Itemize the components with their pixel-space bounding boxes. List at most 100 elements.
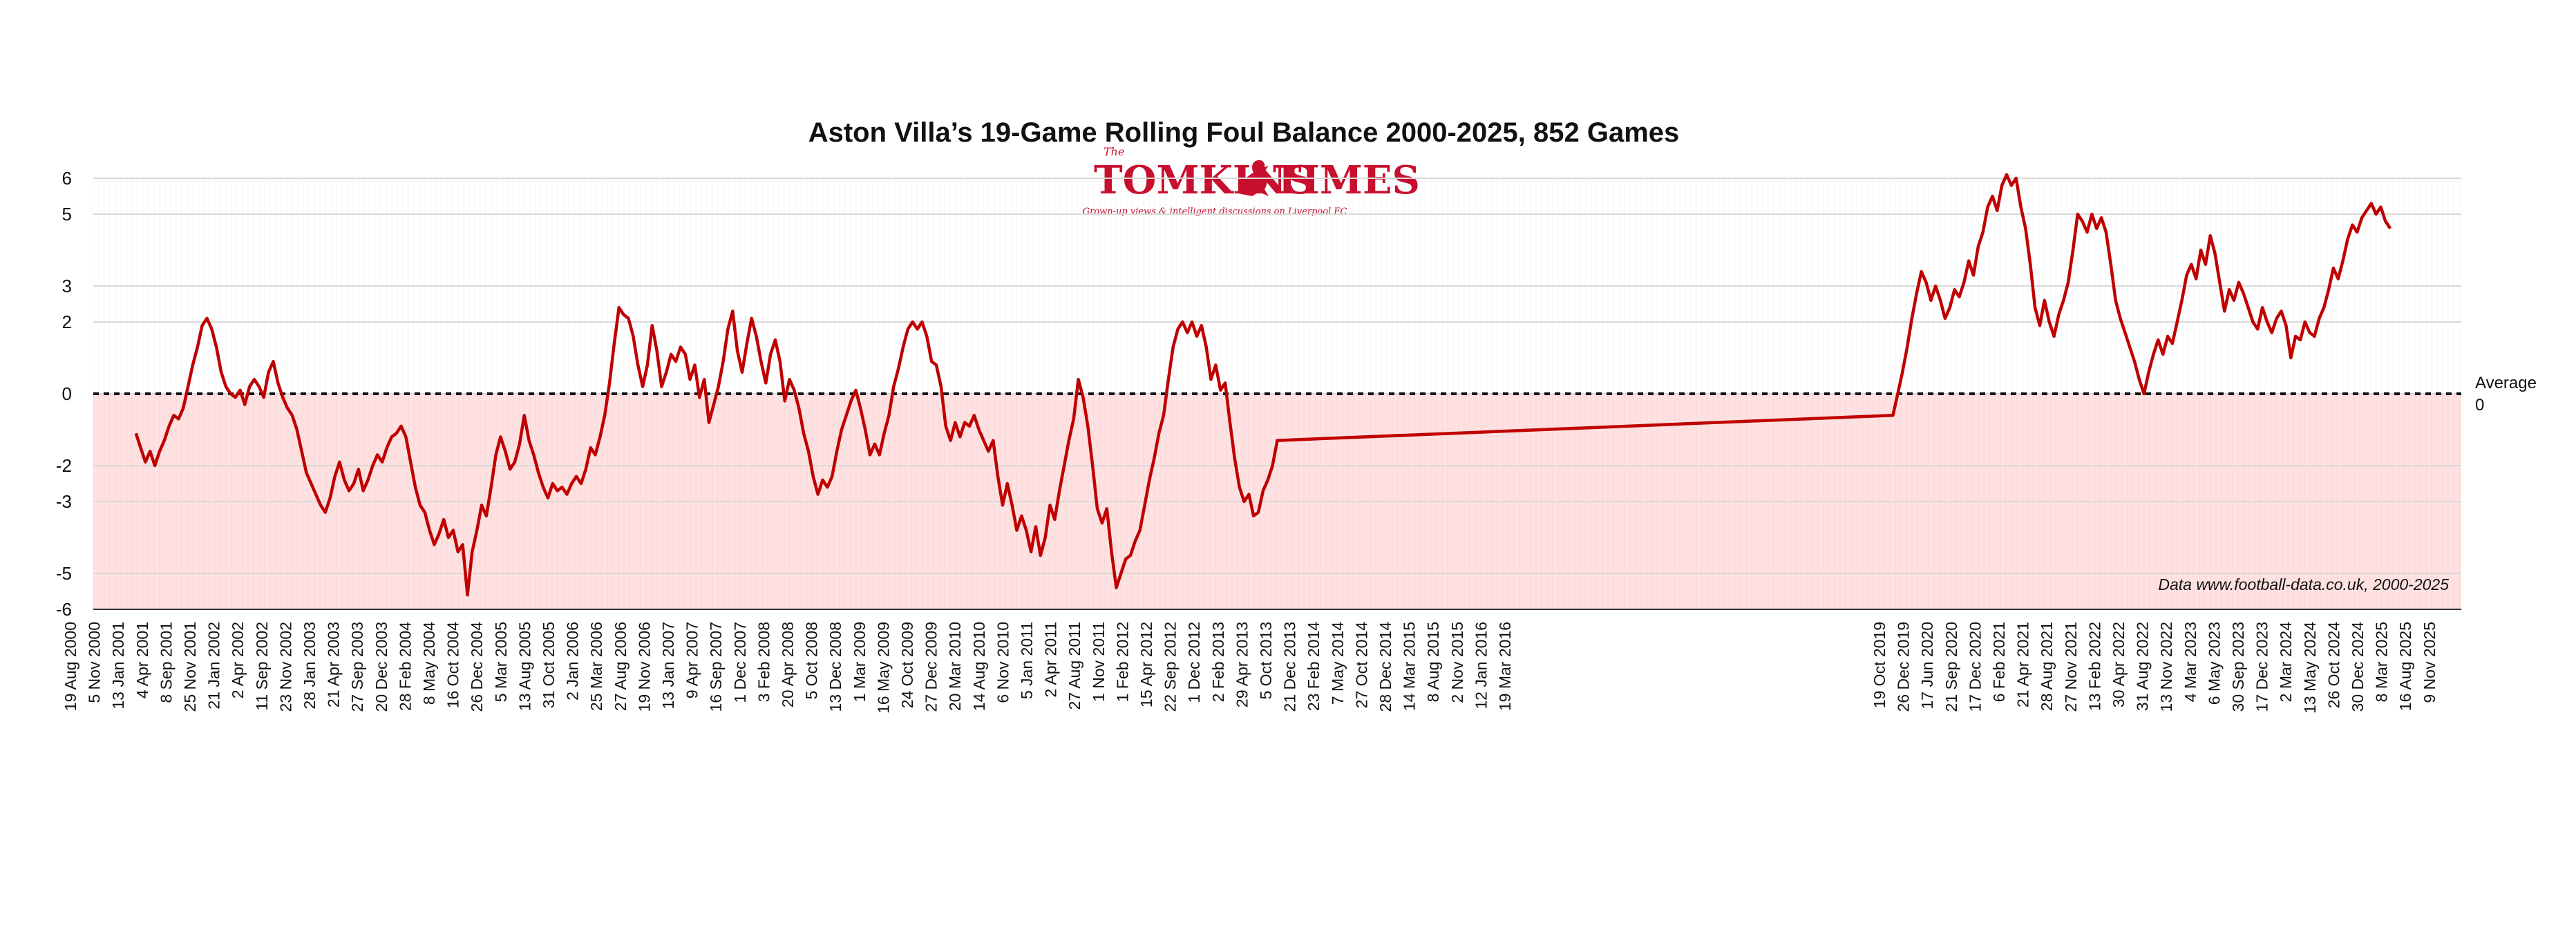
- x-tick-label: 1 Feb 2012: [1113, 622, 1131, 702]
- x-tick-label: 5 Oct 2013: [1257, 622, 1275, 700]
- x-tick-label: 6 May 2023: [2205, 622, 2223, 705]
- series-line-foul-balance: [134, 173, 2392, 597]
- x-tick-label: 29 Apr 2013: [1233, 622, 1251, 707]
- x-tick-label: 13 Jan 2001: [109, 622, 127, 709]
- x-tick-label: 15 Apr 2012: [1137, 622, 1155, 707]
- x-tick-label: 2 Mar 2024: [2277, 622, 2295, 703]
- x-tick-label: 20 Apr 2008: [779, 622, 797, 707]
- x-tick-label: 14 Aug 2010: [970, 622, 988, 711]
- x-tick-label: 13 May 2024: [2301, 622, 2319, 714]
- x-tick-label: 7 May 2014: [1329, 622, 1347, 705]
- x-tick-label: 2 Feb 2013: [1209, 622, 1227, 702]
- x-tick-label: 16 May 2009: [874, 622, 892, 714]
- x-axis-tick-labels: 19 Aug 2000 5 Nov 2000 13 Jan 2001 4 Apr 20…: [61, 622, 2438, 714]
- x-tick-label: 20 Dec 2003: [372, 622, 390, 712]
- logo-times-text: TIMES: [1273, 158, 1420, 203]
- x-tick-label: 26 Dec 2004: [468, 622, 486, 712]
- x-tick-label: 6 Nov 2010: [994, 622, 1012, 703]
- x-tick-label: 13 Feb 2022: [2085, 622, 2103, 711]
- x-tick-label: 27 Sep 2003: [348, 622, 366, 712]
- x-tick-label: 26 Dec 2019: [1895, 622, 1913, 712]
- x-tick-label: 20 Mar 2010: [946, 622, 964, 711]
- x-tick-label: 21 Jan 2002: [205, 622, 223, 709]
- x-tick-label: 19 Nov 2006: [635, 622, 653, 712]
- x-tick-label: 22 Sep 2012: [1162, 622, 1180, 712]
- source-note: Data www.football-data.co.uk, 2000-2025: [2158, 575, 2449, 593]
- x-tick-label: 30 Sep 2023: [2229, 622, 2247, 712]
- x-tick-label: 16 Aug 2025: [2396, 622, 2414, 711]
- y-tick-label: -5: [56, 563, 72, 584]
- x-tick-label: 21 Apr 2003: [325, 622, 343, 707]
- x-tick-label: 5 Mar 2005: [492, 622, 510, 702]
- x-tick-label: 14 Mar 2015: [1401, 622, 1419, 711]
- x-tick-label: 28 Feb 2004: [396, 622, 414, 711]
- x-tick-label: 13 Aug 2005: [515, 622, 533, 711]
- y-tick-label: -2: [56, 455, 72, 476]
- x-tick-label: 12 Jan 2016: [1472, 622, 1490, 709]
- x-tick-label: 8 May 2004: [420, 622, 438, 705]
- x-tick-label: 9 Nov 2025: [2421, 622, 2438, 703]
- x-tick-label: 5 Oct 2008: [803, 622, 821, 700]
- x-tick-label: 8 Sep 2001: [157, 622, 175, 703]
- average-value-label: 0: [2475, 396, 2484, 414]
- x-tick-label: 28 Jan 2003: [301, 622, 319, 709]
- x-tick-label: 28 Aug 2021: [2038, 622, 2056, 711]
- x-tick-label: 17 Jun 2020: [1918, 622, 1936, 709]
- x-tick-label: 9 Apr 2007: [683, 622, 701, 698]
- logo-tomkins-text: TOMKINS: [1094, 158, 1314, 203]
- logo-the-text: The: [1104, 145, 1124, 158]
- y-tick-label: 2: [62, 312, 72, 332]
- x-tick-label: 27 Nov 2021: [2062, 622, 2080, 712]
- x-tick-label: 27 Aug 2011: [1066, 622, 1083, 709]
- x-tick-label: 13 Nov 2022: [2157, 622, 2175, 712]
- x-tick-label: 16 Sep 2007: [707, 622, 725, 712]
- x-tick-label: 19 Aug 2000: [61, 622, 79, 711]
- x-tick-label: 11 Sep 2002: [253, 622, 271, 711]
- x-tick-label: 13 Jan 2007: [659, 622, 677, 709]
- x-tick-label: 21 Dec 2013: [1281, 622, 1299, 712]
- x-tick-label: 2 Nov 2015: [1448, 622, 1466, 703]
- x-tick-label: 19 Mar 2016: [1496, 622, 1514, 711]
- x-tick-label: 1 Dec 2007: [731, 622, 749, 703]
- x-tick-label: 27 Aug 2006: [612, 622, 629, 711]
- x-tick-label: 27 Dec 2009: [922, 622, 940, 712]
- x-tick-label: 25 Nov 2001: [181, 622, 199, 712]
- y-tick-label: 5: [62, 204, 72, 225]
- x-tick-label: 28 Dec 2014: [1376, 622, 1394, 712]
- x-tick-label: 13 Dec 2008: [826, 622, 844, 712]
- x-tick-label: 2 Apr 2011: [1042, 622, 1060, 698]
- x-tick-label: 23 Feb 2014: [1305, 622, 1323, 711]
- x-tick-label: 2 Apr 2002: [229, 622, 247, 698]
- average-label: Average: [2475, 374, 2537, 392]
- chart-title: Aston Villa’s 19-Game Rolling Foul Balan…: [808, 117, 1680, 148]
- x-tick-label: 30 Dec 2024: [2349, 622, 2367, 712]
- x-tick-label: 17 Dec 2023: [2253, 622, 2271, 712]
- y-axis-tick-labels: 6 5 3 2 0 -2 -3 -5 -6: [56, 168, 72, 620]
- x-tick-label: 23 Nov 2002: [276, 622, 294, 712]
- x-tick-label: 21 Sep 2020: [1942, 622, 1960, 712]
- tomkins-times-logo: The TOMKINS TIMES Grown-up views & intel…: [1083, 145, 1420, 217]
- x-tick-label: 1 Dec 2012: [1185, 622, 1203, 703]
- x-tick-label: 24 Oct 2009: [898, 622, 916, 708]
- y-tick-label: -3: [56, 491, 72, 512]
- y-tick-label: 0: [62, 383, 72, 404]
- y-tick-label: 6: [62, 168, 72, 189]
- x-tick-label: 31 Oct 2005: [540, 622, 558, 708]
- x-tick-label: 2 Jan 2006: [564, 622, 582, 700]
- x-tick-label: 3 Feb 2008: [755, 622, 773, 702]
- x-tick-label: 17 Dec 2020: [1966, 622, 1984, 712]
- x-tick-label: 26 Oct 2024: [2324, 622, 2342, 709]
- x-tick-label: 27 Oct 2014: [1352, 622, 1370, 709]
- x-tick-label: 4 Mar 2023: [2181, 622, 2199, 702]
- x-tick-label: 8 Mar 2025: [2373, 622, 2391, 702]
- x-tick-label: 21 Apr 2021: [2014, 622, 2032, 707]
- x-tick-label: 25 Mar 2006: [587, 622, 605, 711]
- x-tick-label: 19 Oct 2019: [1871, 622, 1888, 708]
- logo-tagline: Grown-up views & intelligent discussions…: [1083, 207, 1347, 217]
- x-tick-label: 16 Oct 2004: [444, 622, 462, 709]
- x-tick-label: 4 Apr 2001: [133, 622, 151, 698]
- x-tick-label: 31 Aug 2022: [2134, 622, 2152, 711]
- x-tick-label: 5 Jan 2011: [1018, 622, 1036, 699]
- x-tick-label: 6 Feb 2021: [1990, 622, 2008, 702]
